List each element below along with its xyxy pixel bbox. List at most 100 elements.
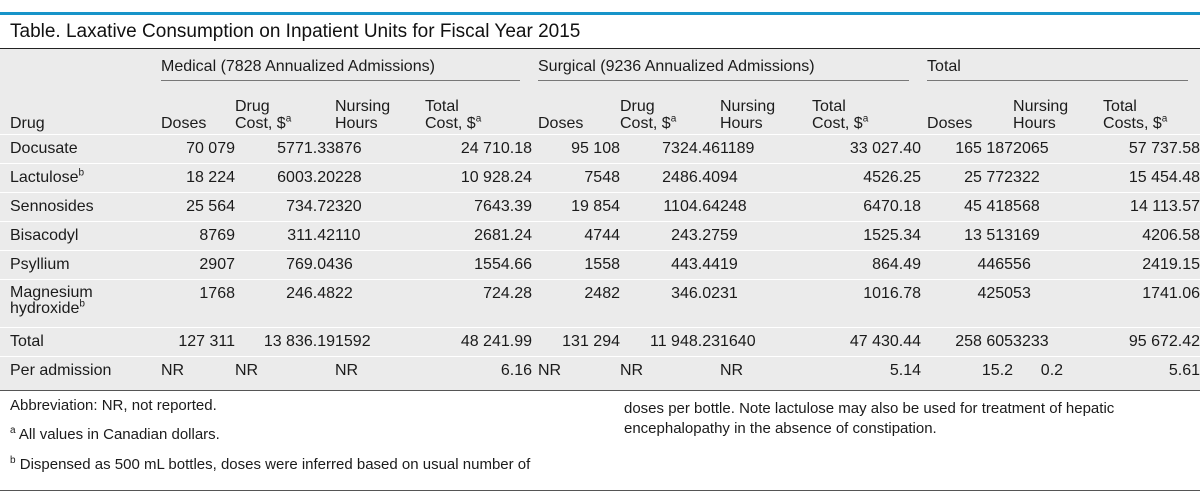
drug-name: Per admission [0, 356, 155, 385]
col-total-doses: Doses [927, 115, 973, 132]
drug-name: Sennosides [0, 192, 155, 222]
surgical-total-cost: 5.14 [812, 356, 922, 385]
surgical-drug-cost: 346.02 [620, 279, 720, 328]
surgical-doses: 4744 [532, 221, 620, 251]
surgical-nursing-hours: 31 [720, 279, 812, 328]
drug-name: Total [0, 327, 155, 357]
surgical-nursing-hours: 94 [720, 163, 812, 193]
medical-doses: NR [155, 356, 235, 385]
table-row: Lactuloseb 18 224 6003.20 228 10 928.24 … [0, 163, 1200, 193]
medical-nursing-hours: 110 [335, 221, 425, 251]
laxative-table: Medical (7828 Annualized Admissions) Sur… [0, 49, 1200, 385]
medical-total-cost: 1554.66 [425, 250, 532, 280]
medical-nursing-hours: 1592 [335, 327, 425, 357]
table-row-total: Total 127 311 13 836.19 1592 48 241.99 1… [0, 327, 1200, 357]
medical-drug-cost: 13 836.19 [235, 327, 335, 357]
total-nursing-hours: 0.2 [1013, 356, 1104, 385]
medical-nursing-hours: 228 [335, 163, 425, 193]
medical-drug-cost: 246.48 [235, 279, 335, 328]
medical-total-cost: 24 710.18 [425, 134, 532, 164]
surgical-drug-cost: 7324.46 [620, 134, 720, 164]
surgical-drug-cost: 2486.40 [620, 163, 720, 193]
col-surgical-nursing-hours: Nursing Hours [720, 98, 776, 132]
total-doses: 13 513 [921, 221, 1014, 251]
surgical-doses: 7548 [532, 163, 620, 193]
drug-name: Bisacodyl [0, 221, 155, 251]
surgical-total-cost: 47 430.44 [812, 327, 922, 357]
col-surgical-doses: Doses [538, 115, 584, 132]
total-nursing-hours: 169 [1013, 221, 1104, 251]
surgical-nursing-hours: 59 [720, 221, 812, 251]
total-doses: 45 418 [921, 192, 1014, 222]
footnote-a: a All values in Canadian dollars. [10, 425, 220, 444]
table-panel: Medical (7828 Annualized Admissions) Sur… [0, 49, 1200, 391]
surgical-doses: 131 294 [532, 327, 620, 357]
footnote-b-continued: doses per bottle. Note lactulose may als… [624, 400, 1115, 437]
total-costs: 2419.15 [1103, 250, 1200, 280]
total-costs: 57 737.58 [1103, 134, 1200, 164]
total-doses: 4250 [921, 279, 1014, 328]
column-header-row: Drug Doses Drug Cost, $a Nursing Hours Tot… [0, 84, 1200, 135]
table-row: Docusate 70 079 5771.33 876 24 710.18 95… [0, 134, 1200, 164]
total-nursing-hours: 56 [1013, 250, 1104, 280]
surgical-drug-cost: NR [620, 356, 720, 385]
medical-drug-cost: 6003.20 [235, 163, 335, 193]
col-drug: Drug [10, 115, 45, 132]
footnote-abbreviation: Abbreviation: NR, not reported. [10, 397, 217, 414]
footnote-b: b Dispensed as 500 mL bottles, doses wer… [10, 455, 531, 474]
total-nursing-hours: 3233 [1013, 327, 1104, 357]
surgical-doses: 19 854 [532, 192, 620, 222]
total-nursing-hours: 322 [1013, 163, 1104, 193]
surgical-doses: 95 108 [532, 134, 620, 164]
group-header-row: Medical (7828 Annualized Admissions) Sur… [0, 49, 1200, 84]
surgical-doses: 1558 [532, 250, 620, 280]
medical-doses: 127 311 [155, 327, 235, 357]
medical-doses: 18 224 [155, 163, 235, 193]
surgical-total-cost: 6470.18 [812, 192, 922, 222]
total-doses: 4465 [921, 250, 1014, 280]
medical-total-cost: 48 241.99 [425, 327, 532, 357]
total-doses: 165 187 [921, 134, 1014, 164]
col-medical-doses: Doses [161, 115, 207, 132]
group-surgical: Surgical (9236 Annualized Admissions) [532, 49, 921, 84]
total-doses: 258 605 [921, 327, 1014, 357]
drug-name: Psyllium [0, 250, 155, 280]
total-doses: 15.2 [921, 356, 1014, 385]
top-accent-rule [0, 12, 1200, 15]
group-total: Total [921, 49, 1200, 84]
surgical-doses: NR [532, 356, 620, 385]
medical-doses: 25 564 [155, 192, 235, 222]
medical-drug-cost: 769.04 [235, 250, 335, 280]
table-row: Magnesium hydroxideb 1768 246.48 22 724.2… [0, 279, 1200, 328]
table-row-per-admission: Per admission NR NR NR 6.16 NR NR NR 5.1… [0, 356, 1200, 385]
bottom-rule [0, 490, 1200, 491]
medical-nursing-hours: 320 [335, 192, 425, 222]
total-costs: 1741.06 [1103, 279, 1200, 328]
medical-total-cost: 724.28 [425, 279, 532, 328]
surgical-nursing-hours: 1189 [720, 134, 812, 164]
surgical-nursing-hours: 248 [720, 192, 812, 222]
drug-name: Magnesium hydroxideb [0, 279, 155, 328]
table-row: Sennosides 25 564 734.72 320 7643.39 19 … [0, 192, 1200, 222]
medical-nursing-hours: 36 [335, 250, 425, 280]
medical-nursing-hours: 22 [335, 279, 425, 328]
surgical-drug-cost: 1104.64 [620, 192, 720, 222]
table-title: Table. Laxative Consumption on Inpatient… [10, 21, 581, 42]
surgical-drug-cost: 243.27 [620, 221, 720, 251]
group-medical: Medical (7828 Annualized Admissions) [155, 49, 532, 84]
total-costs: 5.61 [1103, 356, 1200, 385]
surgical-total-cost: 33 027.40 [812, 134, 922, 164]
table-row: Bisacodyl 8769 311.42 110 2681.24 4744 2… [0, 221, 1200, 251]
medical-doses: 70 079 [155, 134, 235, 164]
surgical-nursing-hours: 19 [720, 250, 812, 280]
medical-total-cost: 2681.24 [425, 221, 532, 251]
table-row: Psyllium 2907 769.04 36 1554.66 1558 443… [0, 250, 1200, 280]
total-nursing-hours: 53 [1013, 279, 1104, 328]
surgical-total-cost: 1525.34 [812, 221, 922, 251]
medical-drug-cost: 5771.33 [235, 134, 335, 164]
medical-doses: 8769 [155, 221, 235, 251]
total-nursing-hours: 2065 [1013, 134, 1104, 164]
surgical-total-cost: 864.49 [812, 250, 922, 280]
surgical-total-cost: 1016.78 [812, 279, 922, 328]
